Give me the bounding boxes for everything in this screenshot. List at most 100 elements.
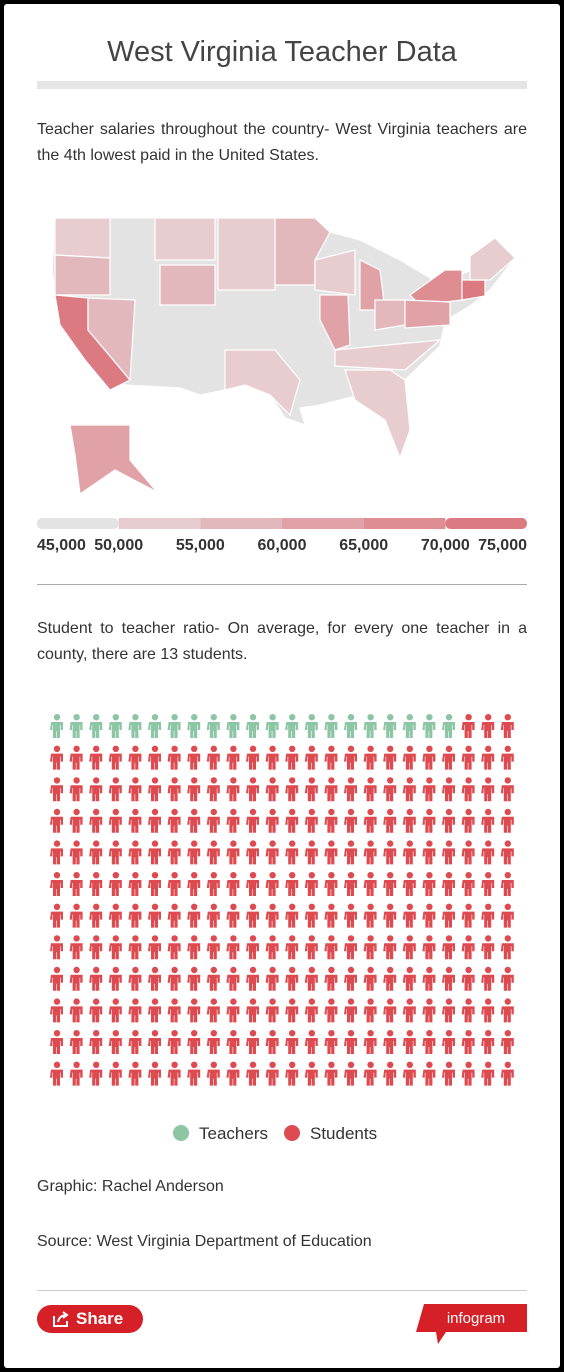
icon-head	[406, 840, 413, 847]
person-icon	[500, 714, 514, 738]
state	[154, 217, 216, 261]
legend-tick-label: 60,000	[258, 537, 307, 554]
icon-body	[187, 753, 201, 770]
icon-head	[132, 1061, 139, 1068]
icon-body	[128, 943, 142, 960]
icon-body	[422, 1006, 436, 1023]
icon-head	[387, 1061, 394, 1068]
icon-body	[206, 974, 220, 991]
icon-head	[426, 935, 433, 942]
person-icon	[50, 872, 63, 896]
icon-body	[206, 848, 220, 865]
icon-body	[167, 880, 181, 896]
icon-body	[461, 943, 475, 960]
person-icon	[363, 777, 377, 802]
icon-body	[128, 816, 142, 833]
person-icon	[285, 903, 299, 928]
person-icon	[461, 1061, 475, 1086]
person-icon	[50, 1030, 63, 1054]
icon-head	[53, 808, 61, 816]
icon-body	[167, 848, 181, 865]
person-icon	[206, 777, 220, 802]
icon-head	[53, 777, 61, 784]
icon-body	[50, 753, 63, 770]
icon-head	[445, 1061, 453, 1068]
icon-body	[402, 1006, 416, 1023]
icon-body	[402, 753, 416, 770]
icon-body	[89, 943, 103, 960]
person-icon	[343, 966, 357, 991]
person-icon	[167, 714, 181, 738]
icon-body	[343, 848, 357, 865]
icon-head	[445, 745, 453, 752]
person-icon	[363, 808, 377, 833]
icon-body	[481, 911, 495, 928]
icon-head	[210, 903, 217, 910]
icon-head	[445, 966, 453, 974]
icon-head	[151, 966, 159, 974]
icon-body	[148, 816, 161, 833]
person-icon	[128, 1061, 142, 1086]
icon-head	[73, 777, 80, 784]
icon-head	[230, 903, 237, 910]
icon-body	[148, 943, 161, 960]
icon-head	[73, 935, 80, 942]
icon-body	[461, 880, 475, 896]
icon-body	[500, 1069, 514, 1086]
icon-body	[383, 1069, 397, 1086]
icon-head	[367, 1061, 374, 1068]
person-icon	[402, 903, 416, 928]
icon-head	[73, 872, 80, 879]
icon-head	[132, 840, 139, 847]
icon-head	[308, 1030, 315, 1037]
person-icon	[128, 966, 142, 991]
person-icon	[128, 935, 142, 960]
icon-head	[328, 840, 335, 847]
icon-body	[343, 880, 357, 896]
icon-body	[500, 785, 514, 802]
person-icon	[187, 966, 201, 991]
icon-head	[347, 840, 355, 847]
icon-head	[387, 840, 394, 847]
person-icon	[383, 1061, 397, 1086]
icon-head	[289, 745, 296, 752]
icon-head	[230, 1030, 237, 1037]
person-icon	[148, 840, 161, 865]
person-icon	[422, 998, 436, 1023]
icon-head	[132, 998, 139, 1005]
icon-body	[187, 1038, 201, 1054]
icon-head	[210, 840, 217, 847]
person-icon	[304, 1061, 318, 1086]
person-icon	[108, 966, 122, 991]
share-button[interactable]: Share	[37, 1305, 143, 1333]
person-icon	[148, 1061, 161, 1086]
person-icon	[441, 840, 455, 865]
brand-logo[interactable]: infogram	[416, 1304, 528, 1346]
icon-head	[367, 1030, 374, 1037]
person-icon	[89, 1061, 103, 1086]
icon-body	[128, 753, 142, 770]
person-icon	[167, 745, 181, 770]
icon-body	[187, 1069, 201, 1086]
icon-body	[69, 753, 83, 770]
icon-body	[500, 1038, 514, 1054]
icon-body	[304, 1038, 318, 1054]
person-icon	[500, 777, 514, 802]
icon-head	[387, 935, 394, 942]
icon-head	[171, 777, 178, 784]
icon-body	[500, 911, 514, 928]
icon-head	[93, 840, 100, 847]
person-icon	[167, 935, 181, 960]
icon-head	[171, 745, 178, 752]
icon-body	[383, 974, 397, 991]
icon-head	[308, 903, 315, 910]
icon-body	[402, 785, 416, 802]
icon-body	[343, 722, 357, 738]
icon-body	[246, 848, 259, 865]
icon-body	[265, 911, 279, 928]
icon-body	[324, 722, 338, 738]
person-icon	[226, 777, 240, 802]
source: Source: West Virginia Department of Educ…	[37, 1233, 372, 1250]
person-icon	[108, 1030, 122, 1054]
icon-head	[328, 998, 335, 1005]
